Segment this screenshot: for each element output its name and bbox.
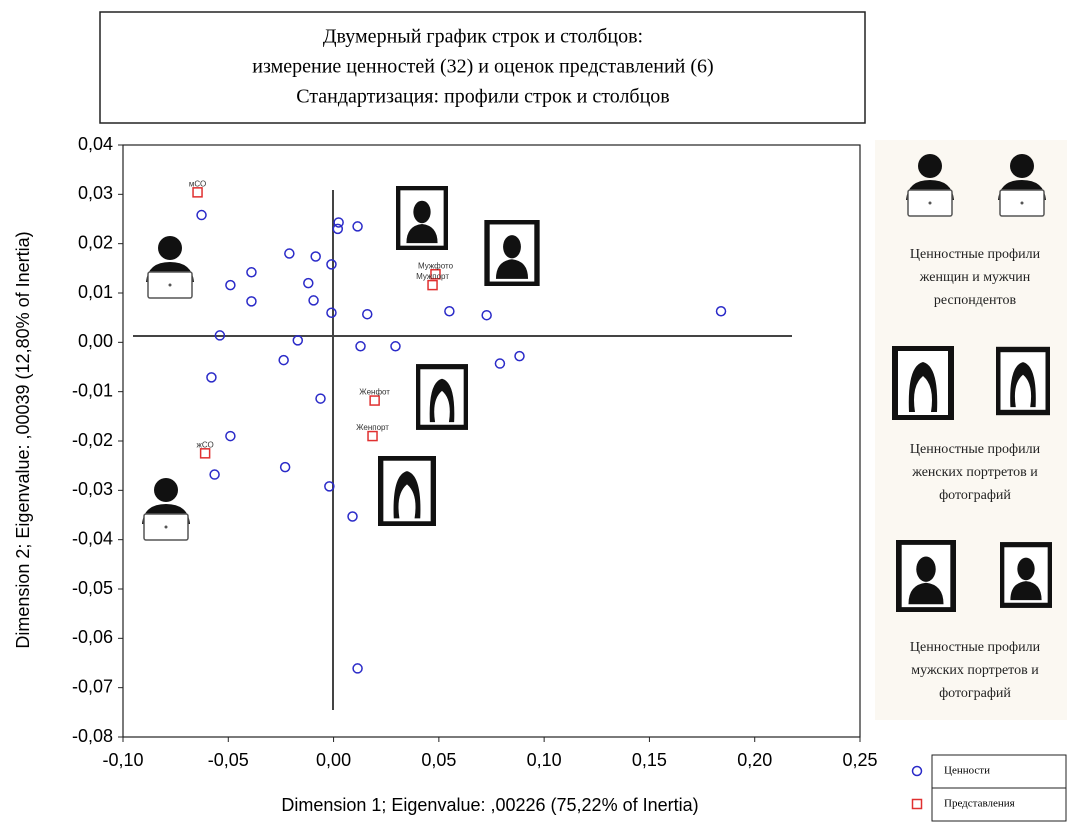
data-point <box>225 279 236 291</box>
y-tick-label: 0,03 <box>78 183 113 203</box>
y-tick-label: -0,08 <box>72 726 113 746</box>
side-caption: фотографий <box>939 686 1011 701</box>
data-point <box>715 306 727 317</box>
y-tick-label: 0,04 <box>78 134 113 154</box>
data-point <box>279 461 291 473</box>
data-point <box>246 267 257 278</box>
male-portrait-icon <box>1002 545 1051 606</box>
title-line: Стандартизация: профили строк и столбцов <box>296 86 670 108</box>
x-tick-label: -0,05 <box>208 750 249 770</box>
y-tick-label: -0,02 <box>72 430 113 450</box>
legend-label: Представления <box>944 798 1015 810</box>
point-label: Мужфото <box>418 261 454 270</box>
title-line: Двумерный график строк и столбцов: <box>323 26 643 48</box>
side-caption: женщин и мужчин <box>919 270 1031 285</box>
data-point <box>284 248 295 259</box>
data-point <box>390 341 401 352</box>
side-caption: Ценностные профили <box>910 247 1041 262</box>
side-caption: женских портретов и <box>911 465 1038 480</box>
data-point <box>308 295 319 306</box>
data-point <box>303 277 314 289</box>
title-box <box>99 11 866 124</box>
legend-marker <box>911 765 923 777</box>
point-label: Мужпорт <box>416 272 449 281</box>
x-tick-label: 0,05 <box>421 750 456 770</box>
y-tick-label: -0,01 <box>72 380 113 400</box>
female-portrait-icon <box>381 458 434 524</box>
title-line: измерение ценностей (32) и оценок предст… <box>252 56 713 78</box>
y-tick-label: -0,07 <box>72 676 113 696</box>
female-portrait-icon <box>418 367 467 428</box>
data-point <box>333 217 344 228</box>
y-tick-label: -0,03 <box>72 479 113 499</box>
data-point <box>352 663 363 674</box>
data-point <box>444 306 455 317</box>
data-point <box>362 308 373 320</box>
legend-label: Ценности <box>944 765 990 777</box>
side-caption: Ценностные профили <box>910 442 1041 457</box>
point-label: Женфот <box>359 388 390 397</box>
y-tick-label: 0,00 <box>78 331 113 351</box>
data-point <box>225 430 236 442</box>
y-tick-label: -0,04 <box>72 528 113 548</box>
data-point <box>355 341 366 352</box>
data-point <box>192 187 203 198</box>
x-tick-label: 0,25 <box>842 750 877 770</box>
y-tick-label: 0,01 <box>78 282 113 302</box>
data-point <box>326 259 337 270</box>
side-caption: Ценностные профили <box>910 640 1041 655</box>
x-tick-label: -0,10 <box>102 750 143 770</box>
side-caption: респондентов <box>934 293 1017 308</box>
point-label: Женпорт <box>356 423 389 432</box>
data-point <box>481 309 492 321</box>
y-tick-label: 0,02 <box>78 232 113 252</box>
y-tick-label: -0,06 <box>72 627 113 647</box>
female-portrait-icon <box>998 350 1048 413</box>
data-point <box>326 307 337 318</box>
data-point <box>292 335 304 346</box>
point-label: жСО <box>197 440 214 449</box>
data-point <box>367 430 378 442</box>
data-point <box>199 448 211 459</box>
data-point <box>494 358 506 369</box>
data-point <box>332 223 344 235</box>
data-point <box>214 330 226 341</box>
data-point <box>209 469 220 480</box>
data-point <box>430 269 441 280</box>
data-point <box>514 350 525 362</box>
data-point <box>347 511 358 522</box>
data-point <box>369 395 380 406</box>
x-tick-label: 0,15 <box>632 750 667 770</box>
male-portrait-icon <box>398 188 446 249</box>
male-portrait-icon <box>487 222 537 284</box>
data-point <box>315 393 326 404</box>
data-point <box>352 221 363 232</box>
data-point <box>278 354 289 366</box>
point-label: мСО <box>189 179 206 188</box>
x-tick-label: 0,20 <box>737 750 772 770</box>
y-tick-label: -0,05 <box>72 578 113 598</box>
female-portrait-icon <box>895 348 951 418</box>
side-panel <box>875 140 1067 720</box>
x-tick-label: 0,00 <box>316 750 351 770</box>
data-point <box>206 372 217 383</box>
data-point <box>427 279 438 291</box>
side-caption: мужских портретов и <box>911 663 1039 678</box>
side-captions: Ценностные профили женщин и мужчин респонд… <box>910 247 1041 701</box>
data-point <box>310 251 321 262</box>
x-axis-label: Dimension 1; Eigenvalue: ,00226 (75,22% … <box>281 795 698 815</box>
legend-marker <box>911 798 923 810</box>
data-point <box>324 481 335 492</box>
data-point <box>196 209 207 221</box>
side-caption: фотографий <box>939 488 1011 503</box>
y-axis-label: Dimension 2; Eigenvalue: ,00039 (12,80% … <box>13 231 33 648</box>
x-tick-label: 0,10 <box>527 750 562 770</box>
data-point <box>246 296 257 307</box>
male-portrait-icon <box>899 542 953 610</box>
